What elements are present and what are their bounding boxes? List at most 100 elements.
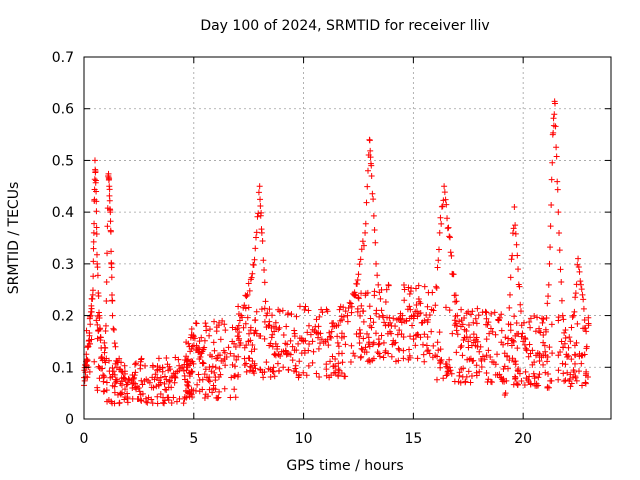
data-point [245, 338, 252, 345]
data-point [245, 355, 252, 362]
data-point [280, 348, 287, 355]
data-point [526, 319, 533, 326]
data-point [370, 212, 377, 219]
data-point [306, 340, 313, 347]
data-point [372, 330, 379, 337]
data-point [171, 379, 178, 386]
data-point [558, 338, 565, 345]
data-point [100, 378, 107, 385]
data-point [137, 362, 144, 369]
data-point [348, 342, 355, 349]
data-point [222, 327, 229, 334]
data-point [358, 345, 365, 352]
data-point [155, 355, 162, 362]
data-point [137, 397, 144, 404]
data-point [136, 388, 143, 395]
data-point [107, 218, 114, 225]
data-point [295, 340, 302, 347]
data-point [268, 334, 275, 341]
data-point [547, 244, 554, 251]
data-point [426, 311, 433, 318]
data-point [367, 147, 374, 154]
data-point [335, 360, 342, 367]
data-point [231, 353, 238, 360]
data-point [342, 308, 349, 315]
data-point [110, 325, 117, 332]
data-point [570, 367, 577, 374]
data-point [482, 308, 489, 315]
data-point [163, 376, 170, 383]
data-point [575, 264, 582, 271]
data-point [571, 342, 578, 349]
data-point [291, 333, 298, 340]
data-point [416, 298, 423, 305]
data-point [221, 321, 228, 328]
data-point [551, 111, 558, 118]
data-point [559, 312, 566, 319]
data-point [195, 371, 202, 378]
data-point [374, 349, 381, 356]
data-point [366, 339, 373, 346]
data-point [344, 318, 351, 325]
data-point [436, 329, 443, 336]
data-point [501, 363, 508, 370]
data-points [81, 98, 592, 407]
data-point [190, 360, 197, 367]
data-point [377, 295, 384, 302]
data-point [289, 343, 296, 350]
data-point [149, 362, 156, 369]
data-point [196, 346, 203, 353]
data-point [424, 334, 431, 341]
data-point [581, 351, 588, 358]
data-point [542, 326, 549, 333]
data-point [182, 387, 189, 394]
data-point [290, 368, 297, 375]
data-point [104, 223, 111, 230]
data-point [555, 314, 562, 321]
data-point [285, 366, 292, 373]
data-point [336, 306, 343, 313]
data-point [201, 337, 208, 344]
data-point [470, 357, 477, 364]
data-point [215, 394, 222, 401]
data-point [512, 361, 519, 368]
data-point [291, 327, 298, 334]
data-point [117, 391, 124, 398]
data-point [470, 339, 477, 346]
data-point [576, 353, 583, 360]
data-point [555, 352, 562, 359]
data-point [174, 368, 181, 375]
data-point [509, 252, 516, 259]
data-point [116, 399, 123, 406]
data-point [433, 283, 440, 290]
data-point [122, 386, 129, 393]
data-point [546, 344, 553, 351]
data-point [255, 189, 262, 196]
data-point [474, 305, 481, 312]
data-point [315, 345, 322, 352]
data-point [438, 356, 445, 363]
data-point [514, 345, 521, 352]
data-point [359, 238, 366, 245]
data-point [367, 315, 374, 322]
data-point [305, 307, 312, 314]
data-point [219, 317, 226, 324]
data-point [366, 303, 373, 310]
data-point [473, 320, 480, 327]
data-point [91, 358, 98, 365]
data-point [149, 400, 156, 407]
data-point [201, 344, 208, 351]
data-point [319, 309, 326, 316]
data-point [364, 358, 371, 365]
data-point [305, 322, 312, 329]
data-point [235, 353, 242, 360]
data-point [342, 373, 349, 380]
data-point [545, 293, 552, 300]
data-point [582, 380, 589, 387]
data-point [352, 291, 359, 298]
data-point [510, 338, 517, 345]
data-point [192, 320, 199, 327]
data-point [328, 334, 335, 341]
data-point [507, 274, 514, 281]
data-point [303, 372, 310, 379]
